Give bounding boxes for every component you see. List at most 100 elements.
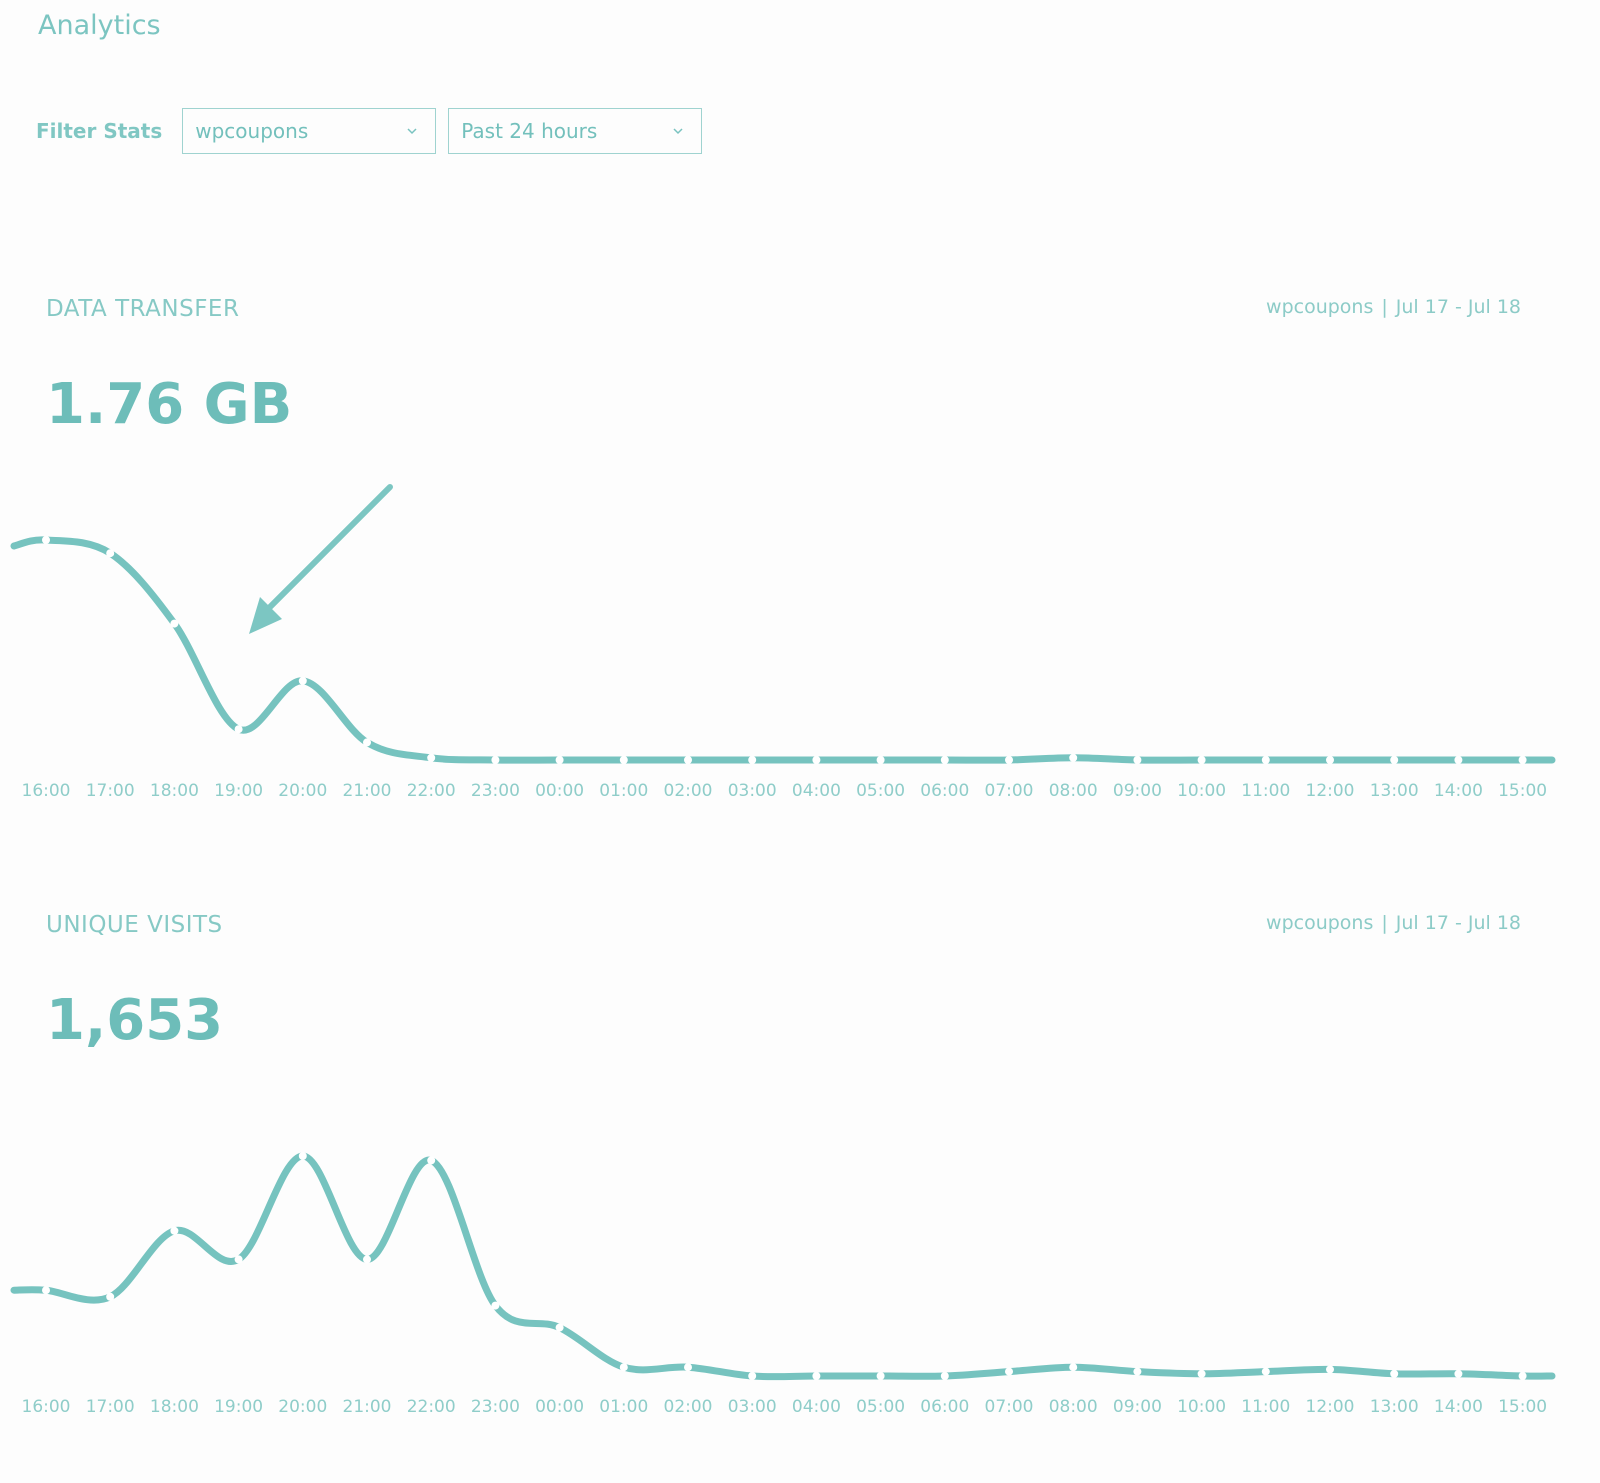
meta-separator: | bbox=[1381, 912, 1388, 934]
x-tick-label: 22:00 bbox=[407, 781, 456, 801]
data-point[interactable] bbox=[1133, 1367, 1142, 1376]
data-point[interactable] bbox=[619, 1363, 628, 1372]
x-tick-label: 05:00 bbox=[856, 781, 905, 801]
x-tick-label: 15:00 bbox=[1498, 781, 1547, 801]
data-point[interactable] bbox=[812, 1372, 821, 1380]
data-point[interactable] bbox=[1005, 1367, 1013, 1376]
x-tick-label: 13:00 bbox=[1370, 781, 1419, 801]
x-tick-label: 02:00 bbox=[664, 1397, 713, 1417]
x-tick-label: 02:00 bbox=[664, 781, 713, 801]
x-tick-label: 19:00 bbox=[214, 1397, 263, 1417]
data-point[interactable] bbox=[1390, 756, 1399, 764]
meta-separator: | bbox=[1381, 296, 1388, 318]
unique-visits-meta-site: wpcoupons bbox=[1266, 912, 1374, 934]
data-point[interactable] bbox=[1069, 753, 1078, 762]
unique-visits-chart: 16:00 17:00 18:00 19:00 20:00 21:00 22:00 23:00… bbox=[10, 1152, 1556, 1417]
x-tick-label: 13:00 bbox=[1370, 1397, 1419, 1417]
data-point[interactable] bbox=[876, 756, 885, 764]
data-point[interactable] bbox=[1326, 756, 1334, 764]
data-point[interactable] bbox=[940, 1372, 949, 1380]
site-select-value: wpcoupons bbox=[195, 119, 309, 143]
unique-visits-meta-range: Jul 17 - Jul 18 bbox=[1395, 912, 1521, 934]
x-tick-label: 20:00 bbox=[278, 781, 327, 801]
x-tick-label: 20:00 bbox=[278, 1397, 327, 1417]
data-point[interactable] bbox=[106, 1292, 115, 1301]
x-tick-label: 10:00 bbox=[1177, 781, 1226, 801]
data-point[interactable] bbox=[876, 1372, 885, 1380]
x-tick-label: 14:00 bbox=[1434, 781, 1483, 801]
x-tick-label: 04:00 bbox=[792, 1397, 841, 1417]
data-transfer-title: DATA TRANSFER bbox=[46, 296, 240, 322]
x-tick-label: 16:00 bbox=[22, 1397, 71, 1417]
x-tick-label: 01:00 bbox=[599, 1397, 648, 1417]
data-point[interactable] bbox=[555, 1323, 564, 1332]
data-point[interactable] bbox=[42, 1286, 50, 1295]
data-point[interactable] bbox=[1454, 756, 1463, 764]
data-point[interactable] bbox=[1518, 756, 1527, 764]
data-point[interactable] bbox=[619, 756, 628, 764]
data-point[interactable] bbox=[363, 738, 371, 747]
page-title: Analytics bbox=[38, 10, 161, 41]
data-point[interactable] bbox=[1133, 756, 1142, 764]
arrow-annotation-icon bbox=[249, 484, 393, 634]
data-point[interactable] bbox=[1005, 756, 1013, 764]
data-point[interactable] bbox=[491, 1301, 500, 1310]
x-tick-label: 09:00 bbox=[1113, 1397, 1162, 1417]
x-tick-label: 08:00 bbox=[1049, 1397, 1098, 1417]
site-select[interactable]: wpcoupons bbox=[182, 108, 437, 154]
series-line bbox=[10, 536, 1556, 764]
data-transfer-meta-site: wpcoupons bbox=[1266, 296, 1374, 318]
x-tick-label: 06:00 bbox=[920, 1397, 969, 1417]
data-point[interactable] bbox=[234, 725, 243, 734]
data-point[interactable] bbox=[170, 619, 179, 628]
data-point[interactable] bbox=[748, 1372, 757, 1380]
data-point[interactable] bbox=[1261, 1367, 1270, 1376]
data-point[interactable] bbox=[298, 676, 307, 685]
data-transfer-meta-range: Jul 17 - Jul 18 bbox=[1395, 296, 1521, 318]
filter-label: Filter Stats bbox=[36, 119, 163, 143]
data-point[interactable] bbox=[427, 753, 436, 762]
data-point[interactable] bbox=[1326, 1365, 1334, 1374]
data-point[interactable] bbox=[1518, 1372, 1527, 1380]
data-point[interactable] bbox=[298, 1152, 307, 1160]
data-point[interactable] bbox=[42, 536, 50, 544]
data-point[interactable] bbox=[684, 1363, 692, 1372]
data-point[interactable] bbox=[812, 756, 821, 764]
data-point[interactable] bbox=[748, 756, 757, 764]
data-point[interactable] bbox=[1454, 1369, 1463, 1378]
x-tick-label: 18:00 bbox=[150, 1397, 199, 1417]
data-point[interactable] bbox=[684, 756, 692, 764]
chevron-down-icon bbox=[407, 128, 417, 135]
data-point[interactable] bbox=[1390, 1369, 1399, 1378]
x-tick-label: 06:00 bbox=[920, 781, 969, 801]
data-point[interactable] bbox=[1069, 1363, 1078, 1372]
x-tick-label: 12:00 bbox=[1306, 1397, 1355, 1417]
data-point[interactable] bbox=[170, 1226, 179, 1235]
unique-visits-meta: wpcoupons | Jul 17 - Jul 18 bbox=[1266, 912, 1521, 934]
data-point[interactable] bbox=[491, 756, 500, 764]
data-point[interactable] bbox=[555, 756, 564, 764]
date-range-select[interactable]: Past 24 hours bbox=[448, 108, 703, 154]
data-point[interactable] bbox=[1261, 756, 1270, 764]
data-transfer-value: 1.76 GB bbox=[46, 372, 293, 437]
x-tick-label: 03:00 bbox=[728, 781, 777, 801]
x-tick-label: 11:00 bbox=[1241, 1397, 1290, 1417]
data-point[interactable] bbox=[427, 1156, 436, 1165]
data-point[interactable] bbox=[106, 549, 115, 558]
data-transfer-meta: wpcoupons | Jul 17 - Jul 18 bbox=[1266, 296, 1521, 318]
x-tick-label: 10:00 bbox=[1177, 1397, 1226, 1417]
x-tick-label: 17:00 bbox=[86, 1397, 135, 1417]
unique-visits-value: 1,653 bbox=[46, 988, 224, 1053]
x-tick-label: 00:00 bbox=[535, 781, 584, 801]
data-point[interactable] bbox=[940, 756, 949, 764]
x-tick-label: 09:00 bbox=[1113, 781, 1162, 801]
data-point[interactable] bbox=[1197, 756, 1206, 764]
x-tick-label: 07:00 bbox=[985, 781, 1034, 801]
data-point[interactable] bbox=[234, 1255, 243, 1264]
x-tick-label: 04:00 bbox=[792, 781, 841, 801]
x-tick-label: 23:00 bbox=[471, 781, 520, 801]
data-point[interactable] bbox=[1197, 1369, 1206, 1378]
filter-bar: Filter Stats wpcoupons Past 24 hours bbox=[36, 108, 714, 154]
data-point[interactable] bbox=[363, 1255, 371, 1264]
x-tick-label: 21:00 bbox=[343, 781, 392, 801]
